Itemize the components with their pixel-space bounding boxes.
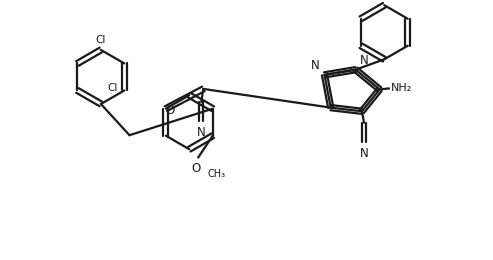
Text: Cl: Cl [107,83,118,93]
Text: O: O [191,162,200,175]
Text: N: N [197,126,206,139]
Text: Cl: Cl [96,35,106,45]
Text: CH₃: CH₃ [208,169,226,179]
Text: N: N [311,59,319,72]
Text: O: O [166,104,175,117]
Text: N: N [360,54,369,67]
Text: NH₂: NH₂ [391,83,412,93]
Text: N: N [360,147,368,160]
